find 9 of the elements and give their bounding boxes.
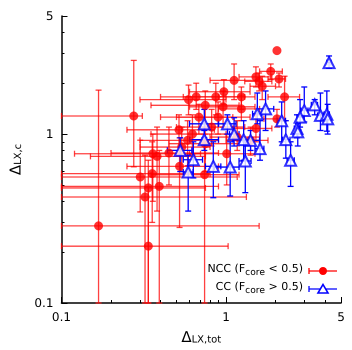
x-axis-title: ΔLX,tot (181, 328, 222, 346)
y-tick-label: 1 (46, 127, 54, 142)
y-axis-title: ΔLX,c (6, 144, 24, 176)
legend-label: CC (F$_{core}$ > 0.5) (216, 280, 303, 298)
legend-label: NCC (F$_{core}$ < 0.5) (207, 262, 303, 280)
y-tick-label: 5 (46, 9, 54, 23)
x-tick-label: 5 (337, 310, 345, 324)
y-tick-label: 0.1 (34, 296, 54, 310)
x-tick-label: 1 (222, 310, 230, 324)
